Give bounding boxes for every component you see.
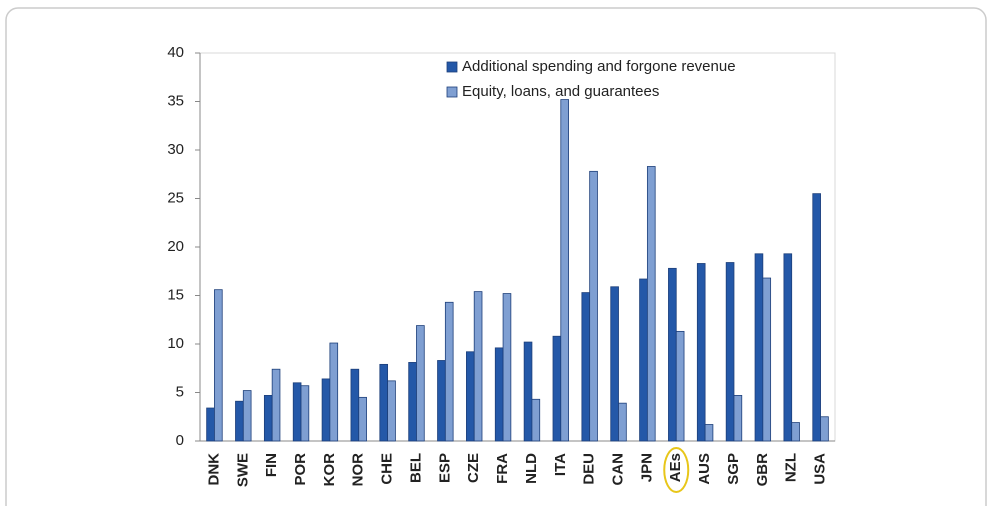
- bar: [350, 368, 360, 442]
- bar: [762, 277, 772, 442]
- bar: [494, 347, 504, 442]
- x-tick-label: NZL: [783, 453, 800, 482]
- highlight-ring: [663, 447, 690, 493]
- bar: [416, 325, 425, 442]
- bar: [502, 293, 512, 442]
- x-tick-label: DNK: [205, 453, 222, 486]
- bar: [523, 341, 533, 442]
- bar: [214, 289, 223, 442]
- bar: [437, 360, 446, 442]
- bar: [379, 363, 389, 442]
- y-tick-label: 5: [176, 383, 184, 400]
- legend-swatch: [446, 61, 458, 73]
- bar: [754, 253, 764, 442]
- y-tick-label: 30: [167, 141, 184, 158]
- bar: [271, 368, 281, 442]
- bar: [552, 335, 562, 442]
- x-tick-label: FRA: [494, 453, 511, 484]
- y-tick-label: 40: [167, 44, 184, 61]
- legend-label: Equity, loans, and guarantees: [462, 83, 659, 100]
- bar: [725, 262, 735, 442]
- legend-swatch: [446, 86, 458, 98]
- bar: [531, 398, 541, 442]
- bar: [639, 278, 648, 442]
- bar: [589, 170, 598, 442]
- bar: [618, 402, 627, 442]
- bar: [812, 193, 821, 442]
- x-tick-label: NLD: [523, 453, 540, 484]
- bar: [263, 395, 273, 442]
- bar: [329, 342, 339, 442]
- x-tick-label: ITA: [552, 453, 569, 476]
- bar: [791, 422, 800, 442]
- x-tick-label: ESP: [436, 453, 453, 483]
- x-tick-label: AEs: [667, 453, 684, 482]
- x-tick-label: NOR: [350, 453, 367, 487]
- x-tick-label: FIN: [263, 453, 280, 477]
- bar: [668, 267, 677, 442]
- bar: [581, 292, 591, 442]
- bar: [408, 362, 417, 442]
- x-tick-label: KOR: [321, 453, 338, 487]
- bar: [292, 382, 302, 442]
- bar: [358, 396, 367, 442]
- bar: [820, 416, 829, 442]
- bar: [675, 330, 685, 442]
- bar: [206, 407, 215, 442]
- x-tick-label: USA: [812, 453, 829, 485]
- bar: [235, 400, 244, 442]
- x-tick-label: CHE: [379, 453, 396, 485]
- x-tick-label: JPN: [638, 453, 655, 482]
- x-tick-label: GBR: [754, 453, 771, 487]
- bar: [560, 99, 569, 442]
- y-tick-label: 25: [167, 189, 184, 206]
- y-tick-label: 15: [167, 286, 184, 303]
- bar: [733, 395, 743, 442]
- x-tick-label: AUS: [696, 453, 713, 485]
- bar: [473, 291, 483, 442]
- frame: [5, 7, 987, 506]
- x-tick-label: SGP: [725, 453, 742, 485]
- bar: [444, 301, 454, 442]
- x-tick-label: POR: [292, 453, 309, 486]
- x-tick-label: CAN: [609, 453, 626, 486]
- x-tick-label: BEL: [407, 453, 424, 483]
- bar: [321, 378, 331, 442]
- bar: [783, 253, 793, 442]
- y-tick-label: 0: [176, 432, 184, 449]
- y-tick-label: 35: [167, 92, 184, 109]
- bar: [696, 263, 706, 442]
- bar: [387, 380, 396, 442]
- bar: [610, 286, 619, 442]
- y-tick-label: 20: [167, 238, 184, 255]
- bar: [242, 390, 252, 442]
- bar: [300, 385, 310, 442]
- x-tick-label: SWE: [234, 453, 251, 487]
- y-tick-label: 10: [167, 335, 184, 352]
- bar: [646, 166, 656, 442]
- bar: [704, 424, 714, 442]
- x-tick-label: CZE: [465, 453, 482, 483]
- legend-label: Additional spending and forgone revenue: [462, 58, 736, 75]
- bar: [466, 351, 475, 442]
- x-tick-label: DEU: [581, 453, 598, 485]
